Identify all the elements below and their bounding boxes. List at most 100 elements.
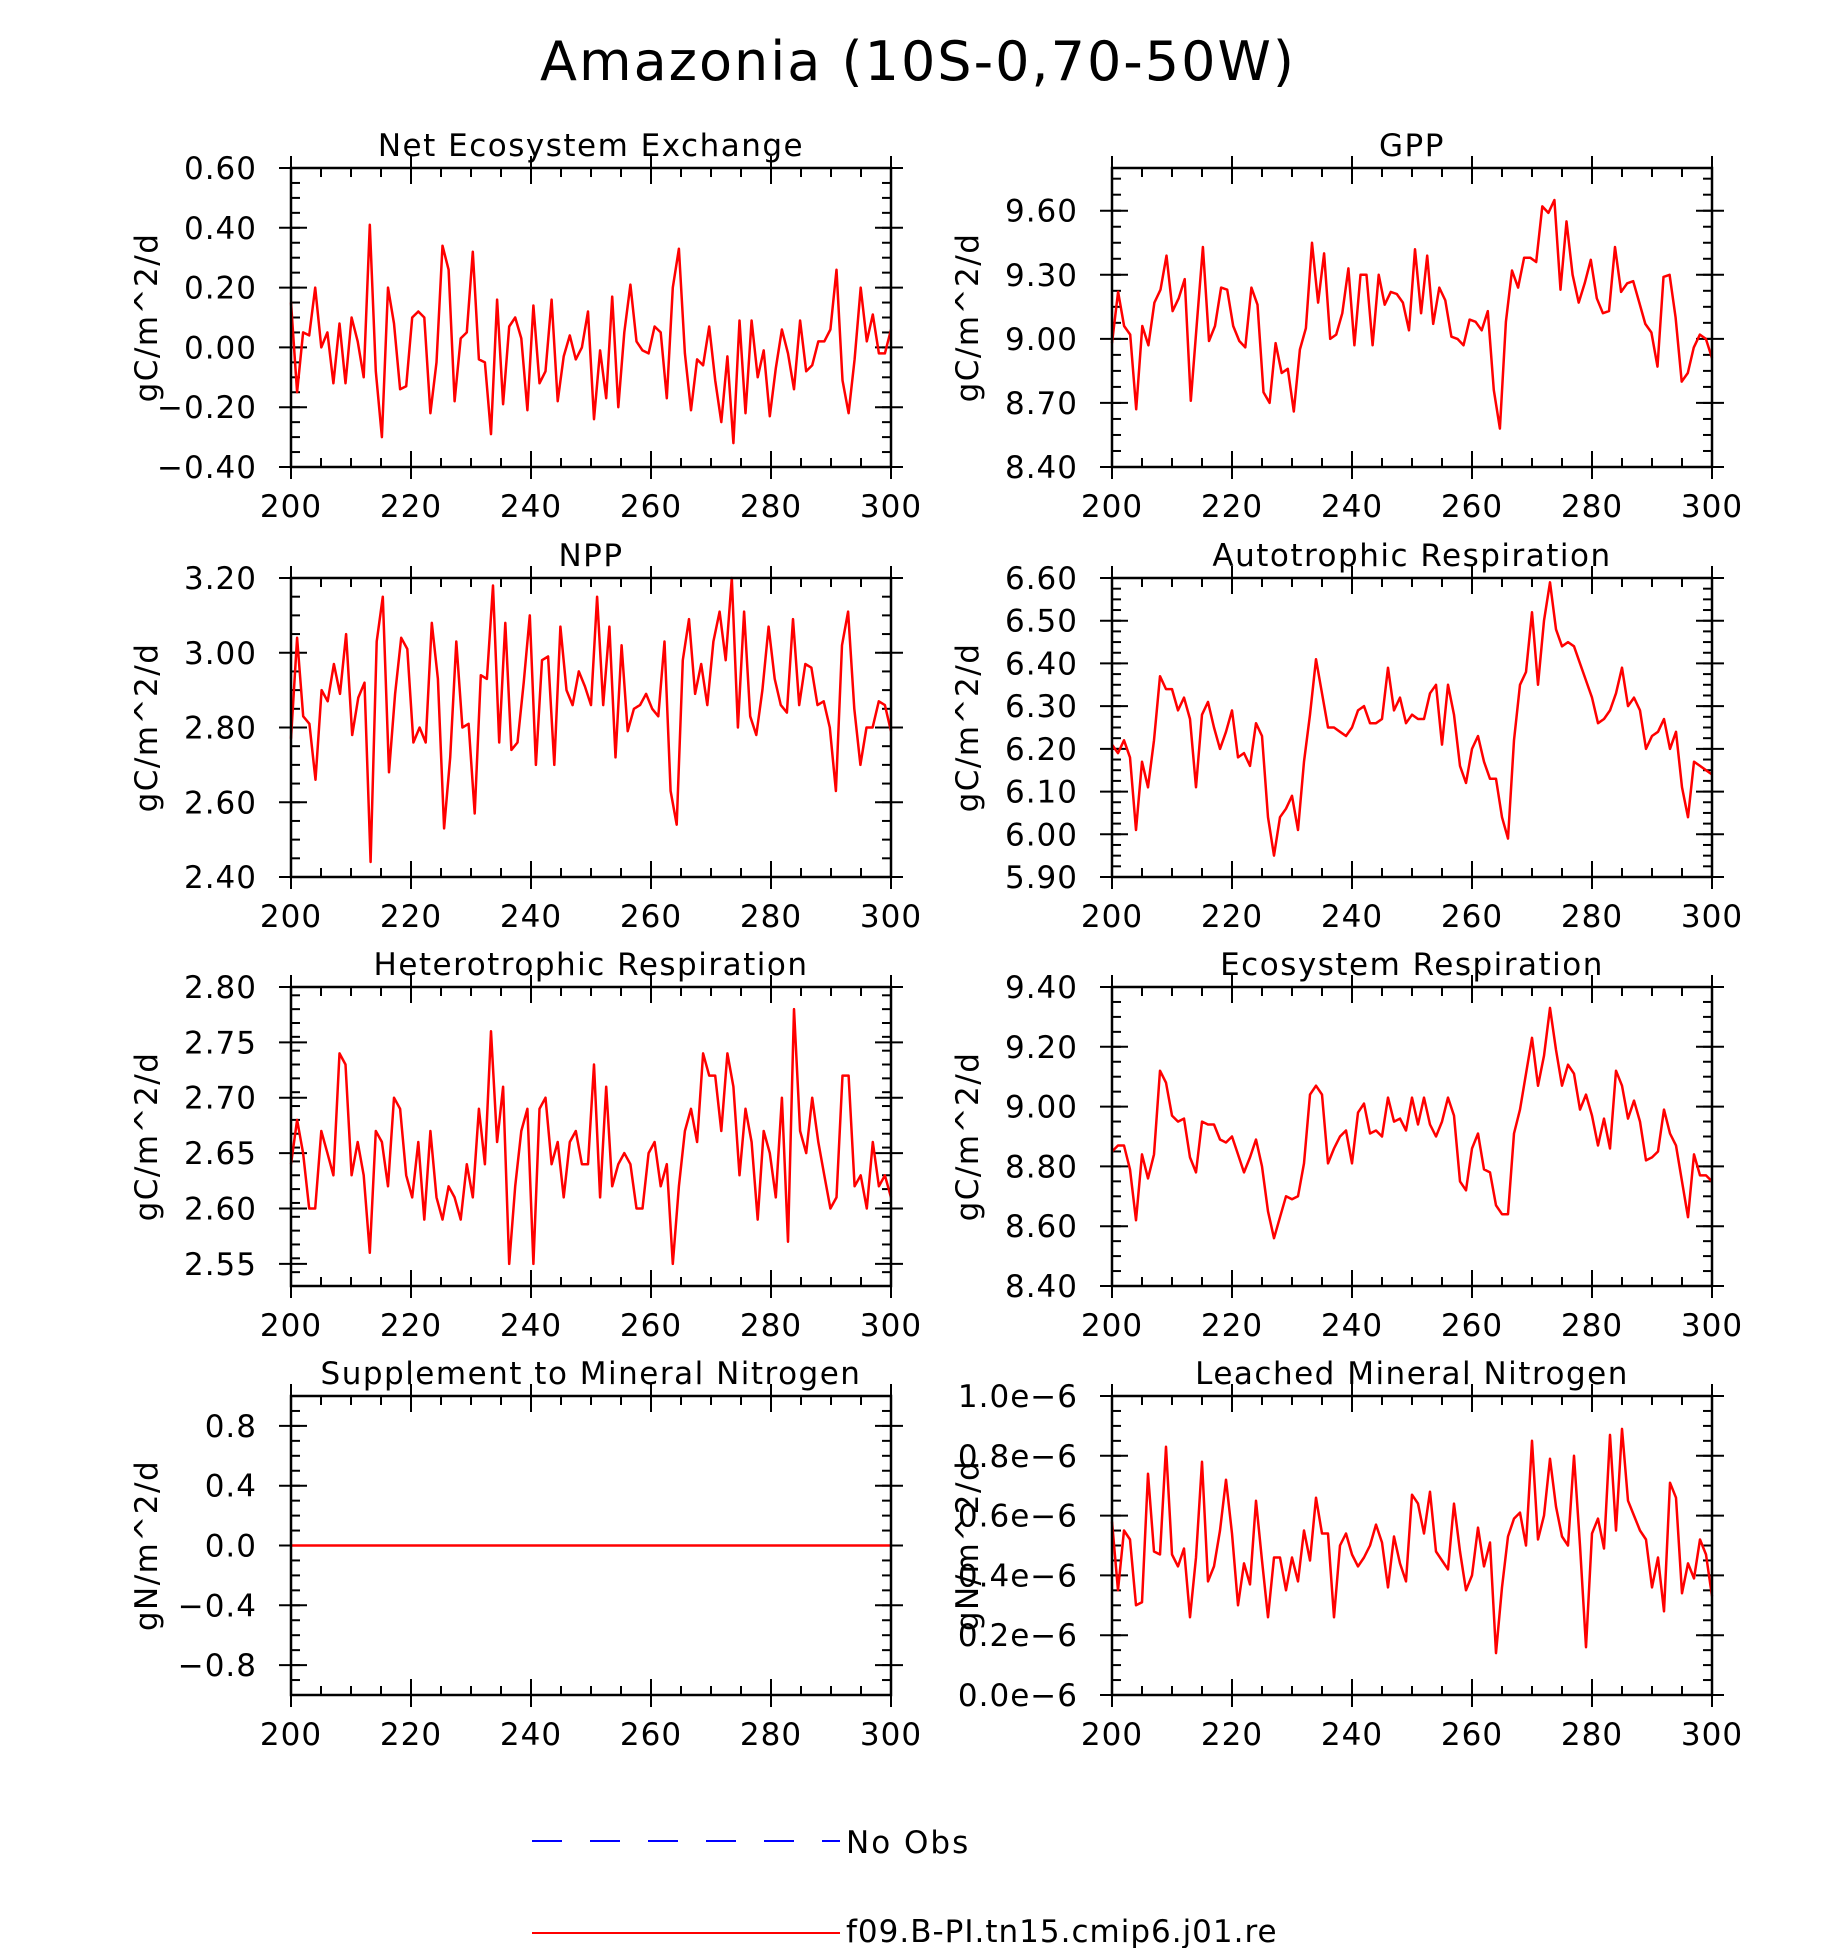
x-tick-label: 240 (500, 489, 562, 525)
x-tick-label: 200 (260, 1308, 322, 1344)
plot-frame (289, 166, 893, 469)
y-tick-label: 0.8e−6 (958, 1439, 1078, 1475)
series-line (1111, 1006, 1713, 1240)
y-tick-label: 0.0 (205, 1529, 257, 1565)
y-tick-label: 2.60 (184, 1191, 257, 1227)
y-axis-label: gC/m^2/d (950, 233, 986, 403)
y-tick-label: −0.8 (178, 1648, 257, 1684)
panel-title: NPP (558, 538, 623, 574)
x-tick-label: 260 (620, 489, 682, 525)
y-tick-label: 2.80 (184, 711, 257, 747)
plot-frame (1110, 166, 1714, 469)
y-tick-label: 2.65 (184, 1136, 257, 1172)
y-tick-label: −0.40 (157, 450, 257, 486)
panel-6: Ecosystem Respiration gC/m^2/d 8.40 8.60 8.8… (950, 947, 1742, 1344)
x-tick-label: 200 (1081, 899, 1143, 935)
x-tick-label: 300 (1681, 899, 1743, 935)
panel-8: Leached Mineral Nitrogen gN/m^2/d 0.0e−6 0.… (950, 1356, 1742, 1753)
x-tick-label: 240 (1321, 1717, 1383, 1753)
x-tick-label: 220 (380, 489, 442, 525)
plot-frame (289, 576, 893, 879)
y-axis-label: gC/m^2/d (950, 1052, 986, 1222)
y-tick-label: 0.4 (205, 1469, 257, 1505)
panel-3: NPP gC/m^2/d 2.40 2.60 2.80 3.00 3.20 200 220 240… (129, 538, 922, 935)
x-tick-label: 260 (1441, 1308, 1503, 1344)
panel-title: Heterotrophic Respiration (374, 947, 809, 983)
y-axis-label: gC/m^2/d (129, 1052, 165, 1222)
x-tick-label: 200 (260, 1717, 322, 1753)
x-tick-label: 240 (500, 899, 562, 935)
y-tick-label: 6.10 (1005, 775, 1078, 811)
y-tick-label: 2.55 (184, 1247, 257, 1283)
plot-frame (289, 1394, 893, 1697)
y-tick-label: 0.2e−6 (958, 1618, 1078, 1654)
y-tick-label: 8.80 (1005, 1149, 1078, 1185)
panel-title: Autotrophic Respiration (1212, 538, 1611, 574)
x-tick-label: 200 (1081, 489, 1143, 525)
series-line (1110, 198, 1714, 430)
y-axis-label: gN/m^2/d (129, 1460, 165, 1631)
panel-7: Supplement to Mineral Nitrogen gN/m^2/d −0… (129, 1356, 922, 1753)
x-tick-label: 300 (860, 1717, 922, 1753)
y-tick-label: 0.4e−6 (958, 1558, 1078, 1594)
y-tick-label: 9.00 (1005, 1090, 1078, 1126)
y-tick-label: 8.60 (1005, 1209, 1078, 1245)
y-tick-label: 2.80 (184, 970, 257, 1006)
y-tick-label: 2.60 (184, 785, 257, 821)
x-tick-label: 200 (260, 899, 322, 935)
x-tick-label: 220 (1201, 1717, 1263, 1753)
y-axis-label: gC/m^2/d (129, 233, 165, 403)
x-tick-label: 300 (860, 489, 922, 525)
series-line (1110, 1427, 1714, 1655)
plot-frame (1110, 576, 1714, 879)
panel-title: Leached Mineral Nitrogen (1195, 1356, 1629, 1392)
x-tick-label: 300 (860, 899, 922, 935)
x-tick-label: 240 (1321, 489, 1383, 525)
y-tick-label: 6.40 (1005, 646, 1078, 682)
x-tick-label: 220 (1201, 489, 1263, 525)
series-line (289, 223, 893, 445)
panel-title: Supplement to Mineral Nitrogen (321, 1356, 862, 1392)
x-tick-label: 260 (1441, 899, 1503, 935)
legend: No Obs f09.B-PI.tn15.cmip6.j01.re (532, 1825, 1278, 1948)
y-tick-label: 2.75 (184, 1025, 257, 1061)
series-line (1110, 581, 1713, 857)
x-tick-label: 280 (740, 1717, 802, 1753)
x-tick-label: 260 (620, 1308, 682, 1344)
y-tick-label: 0.40 (184, 211, 257, 247)
plot-frame (1110, 1394, 1714, 1697)
y-tick-label: 0.20 (184, 271, 257, 307)
x-tick-label: 260 (1441, 1717, 1503, 1753)
y-tick-label: 8.40 (1005, 450, 1078, 486)
x-tick-label: 260 (1441, 489, 1503, 525)
x-tick-label: 280 (1561, 899, 1623, 935)
y-tick-label: 9.60 (1005, 194, 1078, 230)
panel-5: Heterotrophic Respiration gC/m^2/d 2.55 2.6… (129, 947, 921, 1344)
x-tick-label: 240 (1321, 1308, 1383, 1344)
y-axis-label: gN/m^2/d (950, 1460, 986, 1631)
panel-4: Autotrophic Respiration gC/m^2/d 5.90 6.00 6… (950, 538, 1743, 935)
y-tick-label: 9.20 (1005, 1030, 1078, 1066)
y-tick-label: 0.00 (184, 330, 257, 366)
x-tick-label: 200 (1081, 1308, 1143, 1344)
y-tick-label: 1.0e−6 (958, 1379, 1078, 1415)
x-tick-label: 280 (740, 489, 802, 525)
y-axis-label: gC/m^2/d (950, 643, 986, 813)
x-tick-label: 220 (380, 1717, 442, 1753)
x-tick-label: 280 (1561, 489, 1623, 525)
x-tick-label: 260 (620, 1717, 682, 1753)
figure-title: Amazonia (10S-0,70-50W) (540, 30, 1296, 93)
y-tick-label: 8.70 (1005, 386, 1078, 422)
y-tick-label: 8.40 (1005, 1269, 1078, 1305)
legend-label-model: f09.B-PI.tn15.cmip6.j01.re (846, 1914, 1278, 1948)
x-tick-label: 220 (380, 899, 442, 935)
series-line (289, 1007, 893, 1266)
x-tick-label: 220 (1201, 1308, 1263, 1344)
y-tick-label: 5.90 (1005, 860, 1078, 896)
panel-1: Net Ecosystem Exchange gC/m^2/d −0.40 −0.20… (129, 128, 922, 525)
plot-frame (289, 985, 893, 1288)
y-tick-label: 9.40 (1005, 970, 1078, 1006)
x-tick-label: 200 (260, 489, 322, 525)
x-tick-label: 280 (740, 1308, 802, 1344)
